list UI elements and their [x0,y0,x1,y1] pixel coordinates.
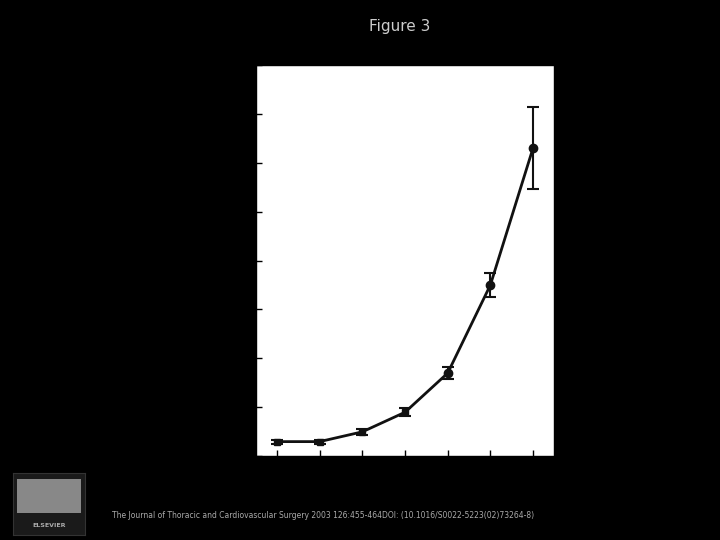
Text: ELSEVIER: ELSEVIER [32,523,66,528]
X-axis label: Culture Period (day): Culture Period (day) [325,480,485,494]
Text: The Journal of Thoracic and Cardiovascular Surgery 2003 126:455-464DOI: (10.1016: The Journal of Thoracic and Cardiovascul… [112,511,534,520]
Bar [17,478,81,513]
Text: Figure 3: Figure 3 [369,19,431,34]
Y-axis label: Cell Density (x10⁴ cells/cm²): Cell Density (x10⁴ cells/cm²) [211,162,224,359]
